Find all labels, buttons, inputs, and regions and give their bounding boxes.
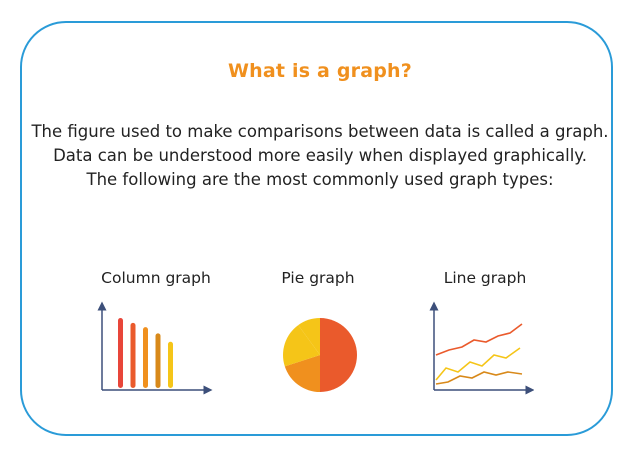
line-graph-label: Line graph bbox=[443, 269, 527, 287]
pie-slice bbox=[320, 318, 357, 392]
pie-slice bbox=[283, 325, 320, 367]
intro-line-1: The figure used to make comparisons betw… bbox=[31, 122, 609, 141]
intro-text: The figure used to make comparisons betw… bbox=[0, 120, 640, 192]
pie-graph-label: Pie graph bbox=[281, 269, 355, 287]
column-bar bbox=[143, 327, 148, 388]
intro-line-2: Data can be understood more easily when … bbox=[53, 146, 587, 165]
column-graph-icon bbox=[97, 301, 213, 395]
line-series-middle bbox=[435, 347, 521, 381]
column-graph-label: Column graph bbox=[101, 269, 211, 287]
column-bar bbox=[155, 333, 161, 388]
line-graph-icon bbox=[429, 301, 534, 395]
column-bar bbox=[130, 322, 136, 388]
page-title: What is a graph? bbox=[227, 60, 412, 82]
intro-line-3: The following are the most commonly used… bbox=[86, 170, 554, 189]
pie-graph-icon bbox=[283, 318, 357, 392]
pie-slice bbox=[298, 318, 320, 355]
column-bar bbox=[168, 341, 173, 388]
column-bar bbox=[118, 318, 123, 388]
pie-slice bbox=[284, 355, 320, 392]
line-series-bottom bbox=[435, 371, 523, 385]
line-series-top bbox=[435, 323, 523, 356]
